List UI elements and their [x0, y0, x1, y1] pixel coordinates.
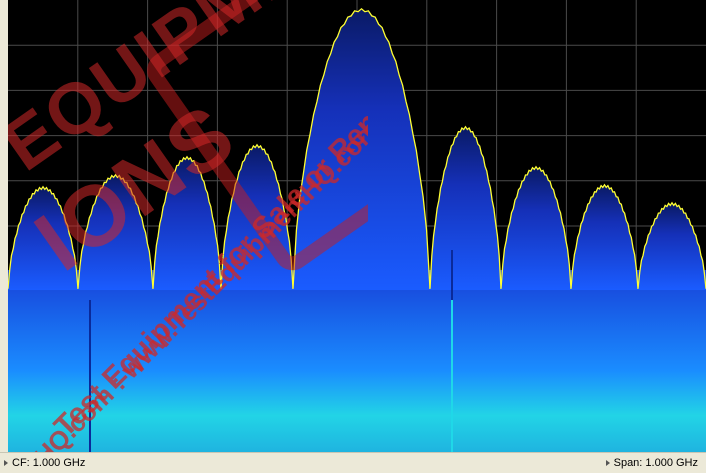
center-frequency-readout[interactable]: CF: 1.000 GHz [4, 457, 85, 469]
spectrum-lobe [8, 188, 78, 290]
span-label: Span: 1.000 GHz [613, 457, 698, 469]
spectrum-display[interactable]: EQUIPMENT IONS Test Equipment for Sale o… [8, 0, 706, 452]
trace-line [500, 165, 572, 289]
triangle-marker-icon [605, 460, 610, 466]
trace-line [152, 155, 222, 289]
trace-line [77, 173, 154, 289]
spectrum-lobe [638, 204, 706, 290]
spectrum-lobe [501, 168, 571, 290]
noise-floor-band [8, 270, 706, 452]
trace-line [220, 143, 294, 289]
spectrum-lobe [153, 158, 221, 290]
spurs [89, 250, 453, 452]
span-readout[interactable]: Span: 1.000 GHz [605, 457, 698, 469]
spectrum-lobe [221, 146, 293, 290]
spectrum-lobe [78, 176, 153, 290]
spectrum-lobe [293, 10, 430, 290]
center-frequency-label: CF: 1.000 GHz [12, 457, 86, 469]
status-bar: CF: 1.000 GHz Span: 1.000 GHz [0, 452, 706, 473]
spectrum-lobes [8, 7, 706, 290]
trace-line [637, 201, 706, 289]
spectrum-lobe [571, 186, 638, 290]
trace-line [292, 7, 431, 289]
trace-line [570, 183, 639, 289]
spectrum-plot [8, 0, 706, 452]
triangle-marker-icon [4, 460, 8, 466]
spectrum-lobe [430, 128, 501, 290]
trace-line [429, 125, 502, 289]
trace-line [8, 185, 79, 289]
